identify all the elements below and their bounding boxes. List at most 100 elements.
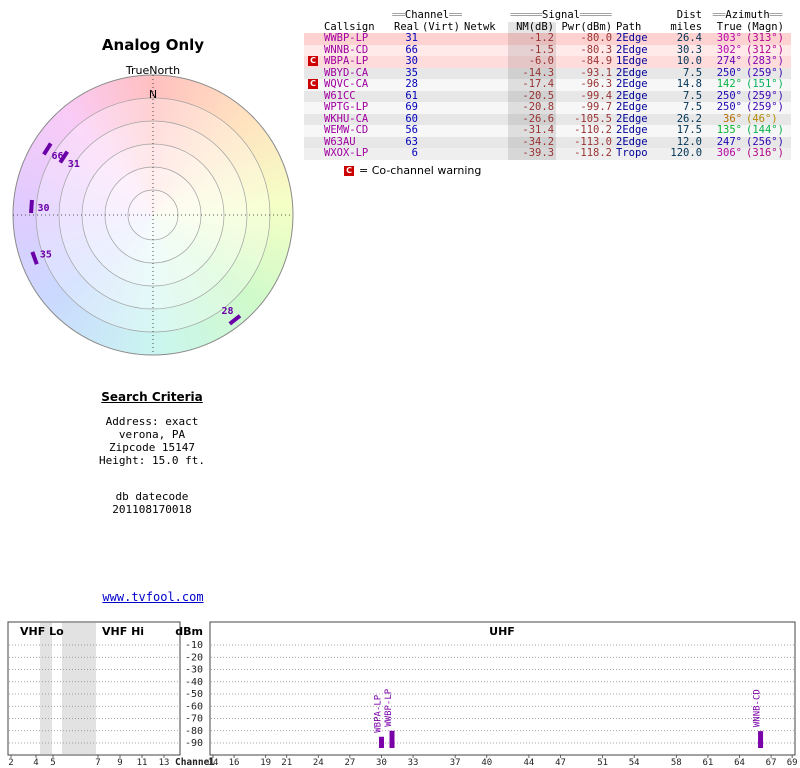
y-tick-label: -40 xyxy=(185,677,203,688)
criteria-zipcode-line: Zipcode 15147 xyxy=(108,441,196,454)
table-row: WEMW-CD 56 -31.4 -110.2 2Edge 17.5 135° (144°) xyxy=(304,125,792,137)
website-link-wrap: www.tvfool.com xyxy=(0,590,306,604)
radar-title: Analog Only xyxy=(101,36,205,54)
channel-tick-label: 69 xyxy=(787,758,798,768)
table-row: WBYD-CA 35 -14.3 -93.1 2Edge 7.5 250° (259°) xyxy=(304,67,792,79)
channel-group-header: ══Channel══ xyxy=(392,10,462,21)
channel-tick-label: 67 xyxy=(766,758,777,768)
channel-tick-label: 58 xyxy=(671,758,682,768)
column-header: Path xyxy=(616,21,642,33)
radar-marker-label: 30 xyxy=(37,203,49,214)
column-header: Pwr(dBm) xyxy=(561,21,613,33)
y-tick-label: -80 xyxy=(185,726,203,737)
table-row: C WQVC-CA 28 -17.4 -96.3 2Edge 14.8 142° (151°) xyxy=(304,79,792,91)
table-row: WKHU-CA 60 -26.6 -105.5 2Edge 26.2 36° (46°) xyxy=(304,113,792,125)
co-channel-warning-icon: C xyxy=(308,56,318,66)
radar-channel-marker: 35 xyxy=(30,249,52,265)
search-criteria: Search Criteria Address: exact verona, P… xyxy=(55,390,249,516)
azimuth-group-header: ══Azimuth══ xyxy=(712,10,783,21)
y-tick-label: -70 xyxy=(185,714,203,725)
signal-bar-label: WWBP-LP xyxy=(384,688,394,727)
radar-crosshair-icon xyxy=(13,75,293,355)
y-tick-label: -30 xyxy=(185,665,203,676)
channel-tick-label: 7 xyxy=(95,758,100,768)
column-header: (Virt) xyxy=(422,21,460,33)
channel-tick-label: 51 xyxy=(597,758,608,768)
channel-tick-label: 14 xyxy=(208,758,219,768)
north-label: N xyxy=(149,88,157,101)
y-tick-label: -90 xyxy=(185,738,203,749)
signal-bar xyxy=(758,731,764,748)
channel-tick-label: 40 xyxy=(481,758,492,768)
co-channel-legend-text: = Co-channel warning xyxy=(359,164,482,177)
channel-tick-label: 11 xyxy=(137,758,148,768)
signal-table: ══Channel══ ═════Signal═════ Dist ══Azimuth… xyxy=(304,10,792,160)
radar-marker-label: 35 xyxy=(40,249,52,260)
channel-tick-label: 27 xyxy=(344,758,355,768)
radar-channel-marker: 66 xyxy=(42,142,64,162)
column-header: True xyxy=(716,21,743,33)
vhf-box xyxy=(7,621,181,756)
db-datecode-value: 201108170018 xyxy=(112,503,192,516)
channel-tick-label: 61 xyxy=(702,758,713,768)
radar-channel-marker: 31 xyxy=(58,150,80,170)
channel-tick-label: 5 xyxy=(50,758,55,768)
y-tick-label: -60 xyxy=(185,701,203,712)
co-channel-legend: C = Co-channel warning xyxy=(344,164,481,177)
table-row: WWBP-LP 31 -1.2 -80.0 2Edge 26.4 303° (313°) xyxy=(304,33,792,45)
channel-tick-label: 54 xyxy=(629,758,640,768)
channel-tick-label: 37 xyxy=(450,758,461,768)
table-row: WPTG-LP 69 -20.8 -99.7 2Edge 7.5 250° (259°) xyxy=(304,102,792,114)
criteria-city-line: verona, PA xyxy=(118,428,186,441)
spectrum-chart: VHF Lo VHF Hi UHFdBm-10-20-30-40-50-60-70-… xyxy=(7,621,798,768)
table-row: W61CC 61 -20.5 -99.4 2Edge 7.5 250° (259°) xyxy=(304,90,792,102)
dist-group-header: Dist xyxy=(676,10,703,21)
vhf-hi-label: VHF Hi xyxy=(102,625,144,638)
table-row: WNNB-CD 66 -1.5 -80.3 2Edge 30.3 302° (312°) xyxy=(304,44,792,56)
radar-orientation-label: TrueNorth xyxy=(125,64,181,77)
table-row: W63AU 63 -34.2 -113.0 2Edge 12.0 247° (256°) xyxy=(304,136,792,148)
radar-markers: 66 31 30 35 28 xyxy=(29,142,242,326)
co-channel-warning-icon: C xyxy=(344,165,354,176)
signal-group-header: ═════Signal═════ xyxy=(510,10,612,21)
channel-tick-label: 16 xyxy=(229,758,240,768)
uhf-box xyxy=(209,621,796,756)
y-tick-label: -50 xyxy=(185,689,203,700)
column-header: Real xyxy=(394,21,420,33)
criteria-height-line: Height: 15.0 ft. xyxy=(99,454,205,467)
signal-bar xyxy=(378,736,384,748)
y-tick-label: -10 xyxy=(185,640,203,651)
channel-tick-label: 30 xyxy=(376,758,387,768)
channel-tick-label: 24 xyxy=(313,758,324,768)
column-header: (Magn) xyxy=(746,21,784,33)
db-datecode-label: db datecode xyxy=(115,490,189,503)
table-column-header-row: Callsign Real (Virt) Netwk NM(dB) Pwr(dBm) Pat… xyxy=(304,21,791,33)
column-header: miles xyxy=(670,21,703,33)
signal-bar-label: WNNB-CD xyxy=(753,689,763,727)
column-header: Callsign xyxy=(324,21,375,33)
gap-band xyxy=(40,623,52,754)
y-tick-label: -20 xyxy=(185,652,203,663)
channel-tick-label: 19 xyxy=(260,758,271,768)
radar-plot-overlay: N 66 31 30 35 28 xyxy=(12,74,294,356)
column-header: Netwk xyxy=(464,21,496,33)
channel-tick-label: 9 xyxy=(117,758,122,768)
channel-tick-label: 47 xyxy=(555,758,566,768)
co-channel-warning-icon: C xyxy=(308,79,318,89)
channel-tick-label: 64 xyxy=(734,758,745,768)
channel-tick-label: 44 xyxy=(523,758,534,768)
channel-axis-label: Channel xyxy=(175,757,215,768)
column-header: NM(dB) xyxy=(508,21,557,33)
radar-marker-label: 66 xyxy=(51,151,63,162)
tvfool-link[interactable]: www.tvfool.com xyxy=(102,590,204,604)
radar-channel-marker: 30 xyxy=(29,199,49,214)
channel-tick-label: 13 xyxy=(159,758,170,768)
gap-band xyxy=(62,623,96,754)
radar-marker-label: 31 xyxy=(68,159,80,170)
channel-tick-label: 33 xyxy=(408,758,419,768)
radar-marker-label: 28 xyxy=(221,306,233,317)
table-row: C WBPA-LP 30 -6.0 -84.9 1Edge 10.0 274° (283°) xyxy=(304,56,792,68)
signal-table-container: ══Channel══ ═════Signal═════ Dist ══Azimuth… xyxy=(304,10,792,160)
criteria-address-line: Address: exact xyxy=(105,415,199,428)
